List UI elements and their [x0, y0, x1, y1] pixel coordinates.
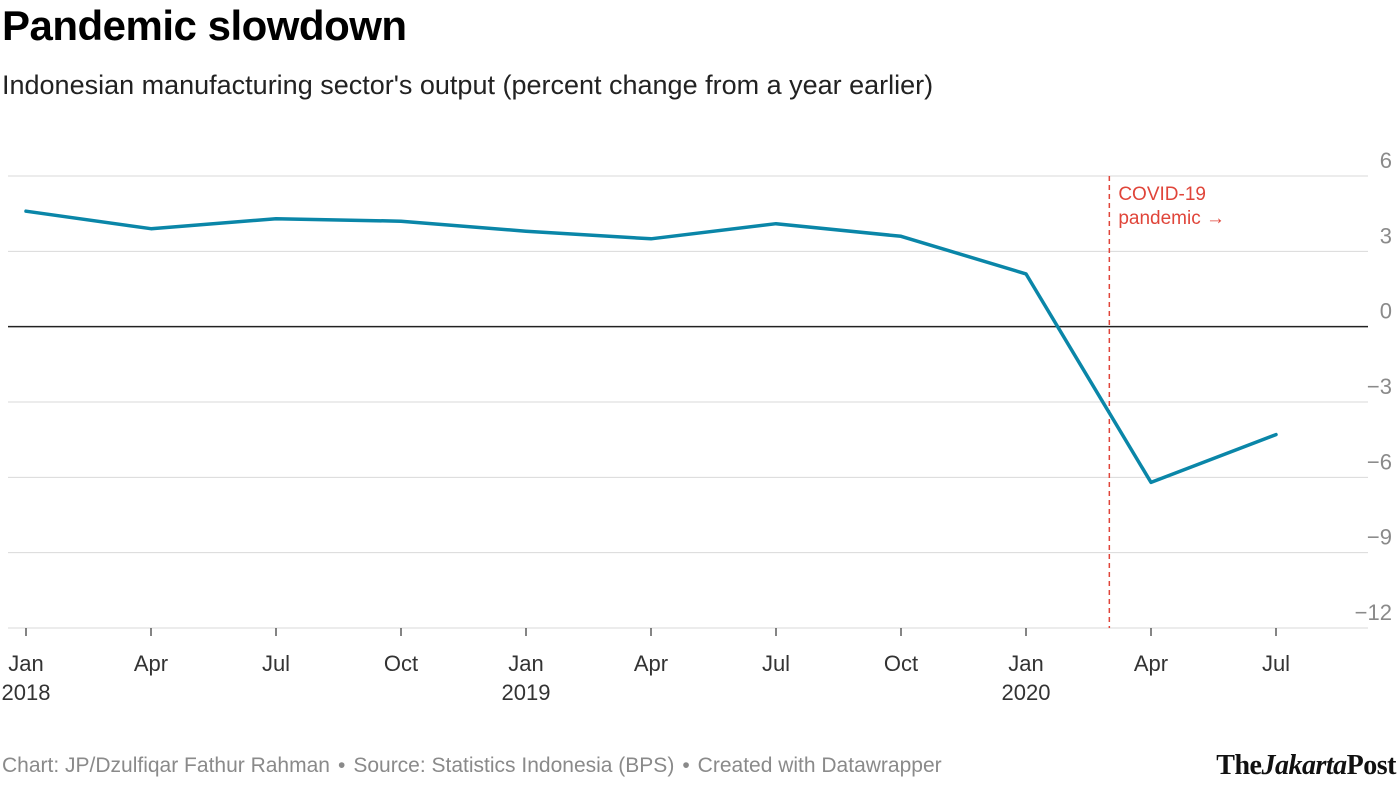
x-tick-year-label: 2018 [2, 680, 51, 705]
y-tick-label: −9 [1367, 525, 1392, 550]
covid-annotation-label: COVID-19 [1118, 184, 1206, 205]
footer-tool: Created with Datawrapper [697, 754, 942, 777]
y-tick-label: −6 [1367, 449, 1392, 474]
x-tick-label: Jan [508, 651, 543, 676]
y-tick-label: 6 [1380, 148, 1392, 173]
x-tick-label: Jul [262, 651, 290, 676]
x-tick-label: Jan [1008, 651, 1043, 676]
y-tick-label: 0 [1380, 299, 1392, 324]
x-tick-label: Jul [762, 651, 790, 676]
footer-separator: • [682, 754, 690, 777]
line-chart: 6 3 0 −3 −6 −9 −12 Jan 2018 Apr Jul Oct Jan 2019 Apr Ju… [2, 148, 1392, 705]
chart-subtitle: Indonesian manufacturing sector's output… [2, 70, 934, 100]
y-tick-label: −12 [1355, 600, 1392, 625]
x-tick-label: Jan [8, 651, 43, 676]
x-tick-year-label: 2019 [502, 680, 551, 705]
x-tick-label: Oct [384, 651, 418, 676]
x-tick-label: Jul [1262, 651, 1290, 676]
footer-separator: • [337, 754, 346, 777]
x-tick-year-label: 2020 [1002, 680, 1051, 705]
x-tick-label: Oct [884, 651, 918, 676]
x-tick-label: Apr [134, 651, 168, 676]
footer-credit: Chart: JP/Dzulfiqar Fathur Rahman [2, 754, 330, 777]
y-tick-label: 3 [1380, 223, 1392, 248]
chart-title: Pandemic slowdown [2, 2, 407, 49]
covid-annotation-label: pandemic → [1118, 208, 1225, 229]
x-tick-label: Apr [1134, 651, 1168, 676]
output-series-line [24, 209, 1278, 485]
y-tick-label: −3 [1367, 374, 1392, 399]
footer-source: Source: Statistics Indonesia (BPS) [353, 754, 675, 777]
publisher-logo: TheJakartaPost [1216, 750, 1396, 781]
chart-footer: Chart: JP/Dzulfiqar Fathur Rahman • Source… [2, 754, 942, 778]
x-tick-label: Apr [634, 651, 668, 676]
